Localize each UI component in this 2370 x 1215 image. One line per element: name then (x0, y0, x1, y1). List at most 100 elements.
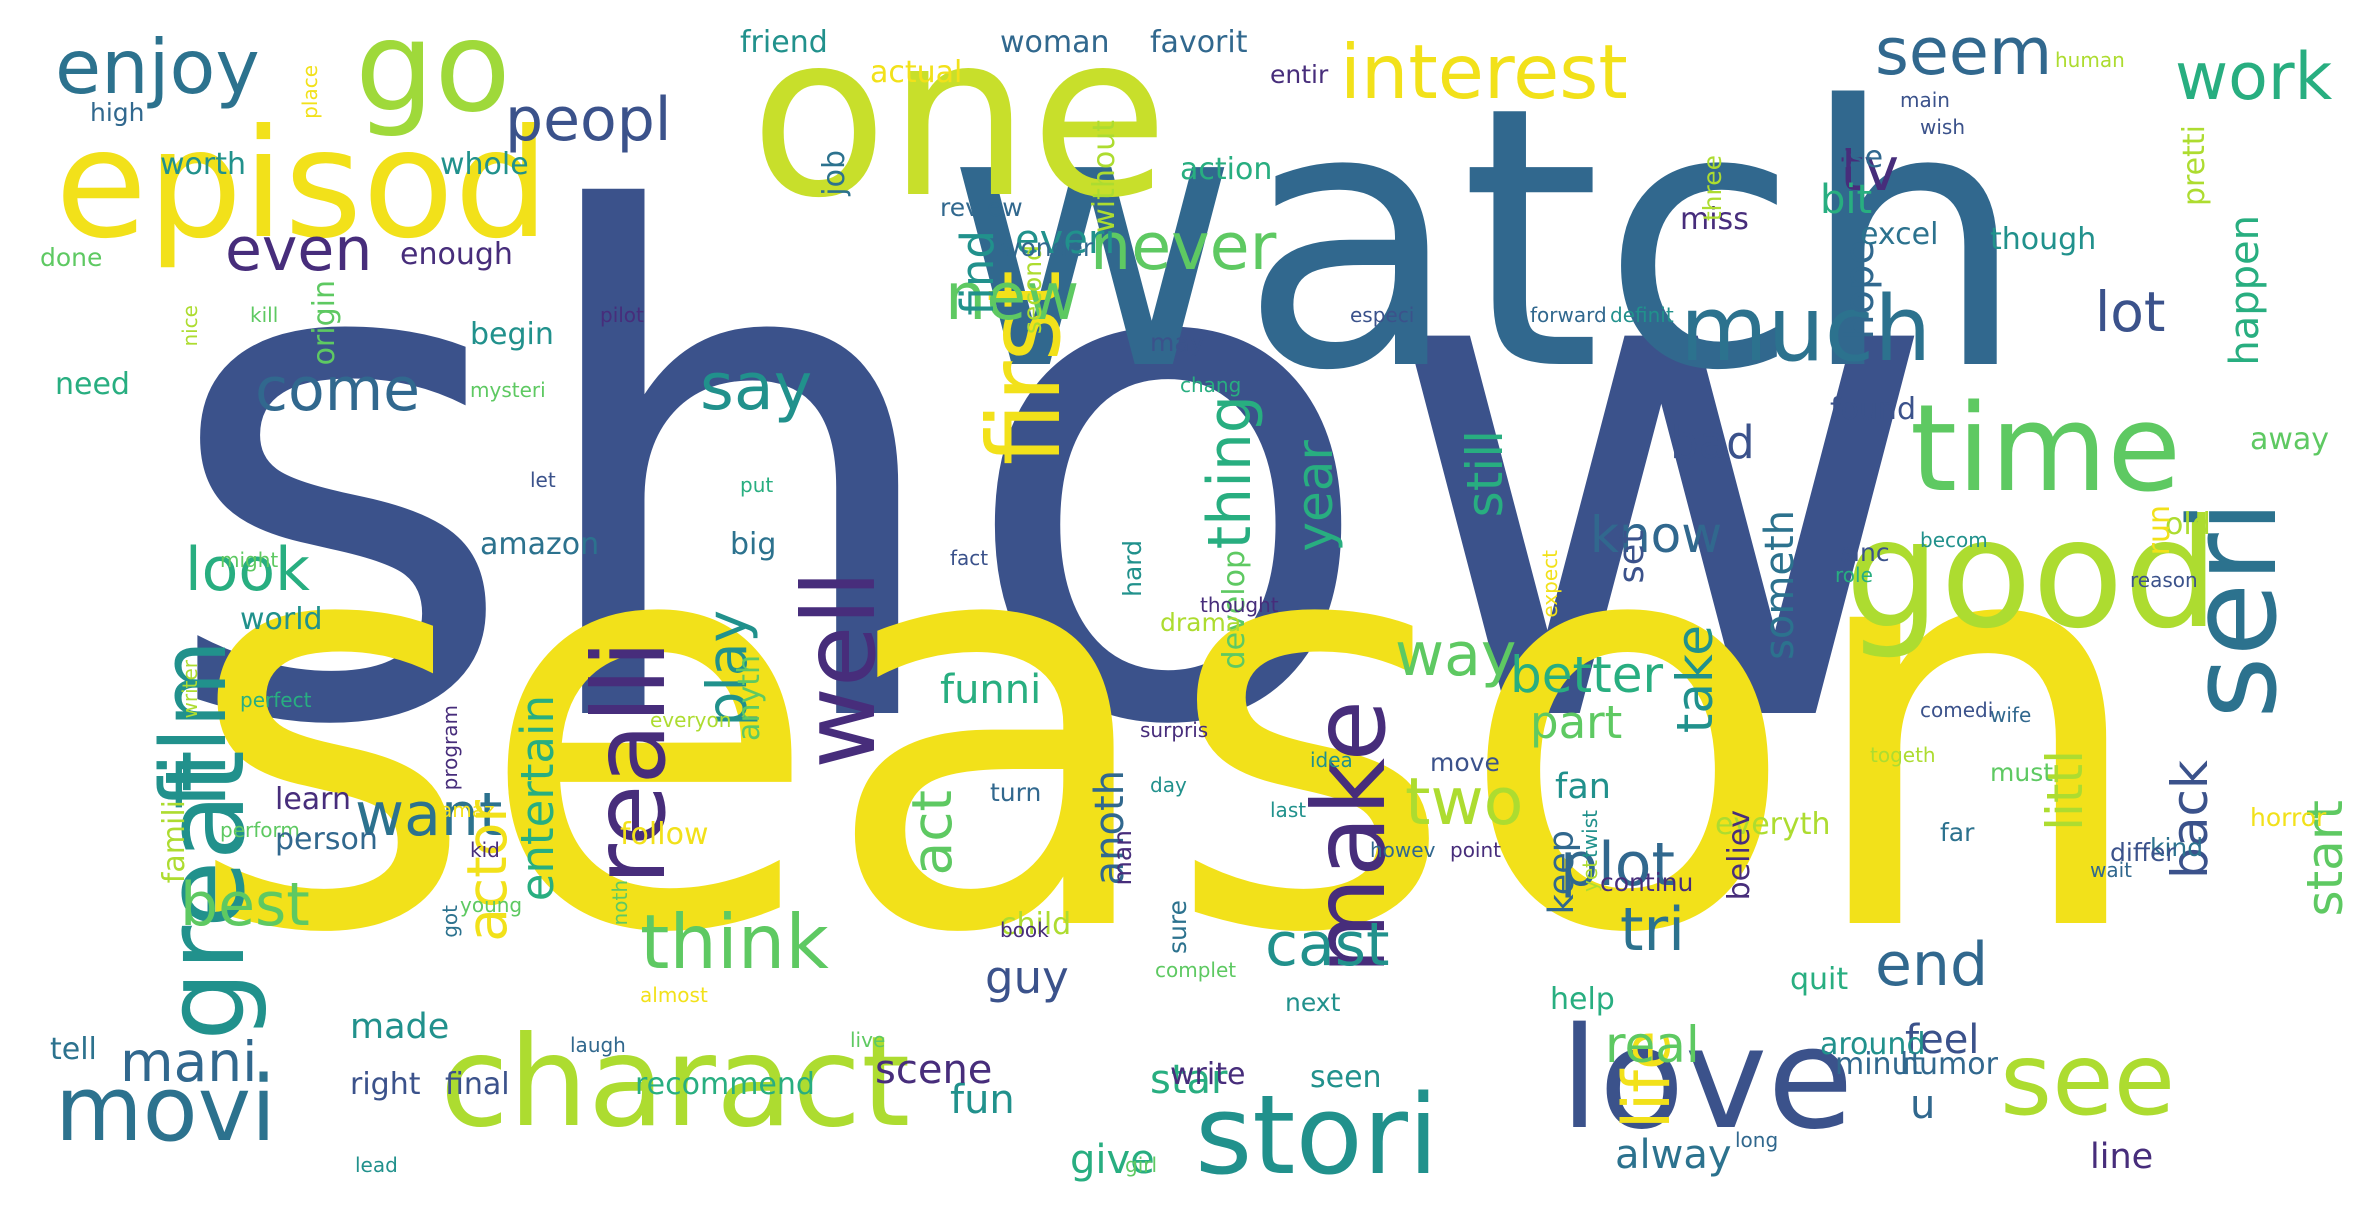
word-action: action (1180, 152, 1273, 187)
word-think: think (640, 898, 829, 986)
word-origin: origin (307, 280, 342, 366)
word-come: come (255, 355, 421, 425)
word-laugh: laugh (570, 1033, 626, 1057)
word-cast: cast (1265, 910, 1390, 980)
word-person: person (275, 822, 378, 857)
word-though: though (1990, 222, 2097, 257)
word-run: run (2142, 505, 2177, 556)
word-horror: horror (2250, 803, 2327, 832)
word-time: time (1910, 380, 2182, 519)
word-sure: sure (1163, 900, 1192, 954)
word-interest: interest (1340, 28, 1628, 116)
word-still: still (1456, 430, 1514, 518)
word-favorit: favorit (1150, 25, 1248, 60)
word-job: job (817, 150, 852, 196)
word-yet: yet (1578, 860, 1602, 892)
word-definit: definit (1610, 303, 1674, 327)
word-set: set (1612, 530, 1652, 584)
word-star: star (1150, 1057, 1228, 1103)
word-tell: tell (50, 1032, 97, 1067)
word-part: part (1530, 696, 1623, 749)
word-world: world (240, 602, 323, 637)
word-season: season (185, 404, 2154, 1056)
word-alway: alway (1615, 1132, 1732, 1178)
word-everyth: everyth (1715, 807, 1831, 842)
word-last: last (1270, 798, 1307, 822)
word-feel: feel (1905, 1017, 1980, 1063)
word-comedi: comedi (1920, 698, 1994, 722)
word-scene: scene (875, 1047, 993, 1093)
word-much: much (1680, 277, 1932, 382)
word-better: better (1510, 646, 1664, 704)
word-hope: hope (1837, 240, 1883, 340)
word-put: put (740, 473, 774, 497)
word-tri: tri (1620, 895, 1685, 965)
word-know: know (1590, 506, 1723, 564)
word-reason: reason (2130, 568, 2198, 592)
word-especi: especi (1350, 303, 1415, 327)
word-continu: continu (1600, 868, 1694, 897)
word-program: program (438, 705, 462, 791)
word-wife: wife (1990, 703, 2032, 727)
word-mysteri: mysteri (470, 378, 546, 402)
word-show: show (160, 73, 1944, 876)
word-kill: kill (250, 303, 279, 327)
word-funni: funni (940, 667, 1042, 713)
word-without: without (1087, 120, 1122, 233)
word-human: human (2055, 48, 2125, 72)
word-high: high (90, 98, 145, 127)
word-live: live (850, 1028, 886, 1052)
word-seem: seem (1875, 15, 2053, 90)
word-look: look (185, 535, 310, 605)
word-watch: watch (945, 30, 2028, 449)
word-thought: thought (1200, 593, 1279, 617)
word-far: far (1940, 818, 1975, 847)
word-miss: miss (1680, 202, 1749, 237)
word-need: need (55, 367, 130, 402)
word-enjoy: enjoy (55, 23, 260, 111)
word-two: two (1405, 765, 1524, 840)
word-man: man (1108, 830, 1137, 886)
word-act: act (900, 790, 964, 876)
word-young: young (460, 893, 523, 917)
word-becom: becom (1920, 528, 1988, 552)
word-howev: howev (1370, 838, 1436, 862)
word-pretti: pretti (2177, 125, 2212, 207)
word-give: give (1070, 1137, 1155, 1183)
word-got: got (438, 905, 462, 938)
word-one: one (750, 0, 1169, 248)
word-big: big (730, 527, 777, 562)
word-may: may (1150, 328, 1205, 357)
word-three: three (1698, 155, 1727, 222)
word-want: want (355, 780, 503, 850)
word-togeth: togeth (1870, 743, 1936, 767)
word-episod: episod (55, 98, 550, 272)
word-twist: twist (1578, 810, 1602, 859)
word-wait: wait (2090, 858, 2133, 882)
word-tv: tv (1840, 135, 1900, 205)
word-complet: complet (1155, 958, 1237, 982)
word-real: real (1605, 1016, 1700, 1074)
word-pilot: pilot (600, 303, 644, 327)
word-everi: everi (1015, 217, 1116, 263)
word-sinc: sinc (1840, 538, 1890, 567)
word-friend: friend (740, 25, 828, 60)
word-kid: kid (470, 838, 500, 862)
word-find: find (951, 230, 1004, 316)
word-book: book (1000, 918, 1049, 942)
word-day: day (1150, 773, 1187, 797)
word-entir: entir (1270, 60, 1329, 89)
word-work: work (2175, 40, 2333, 115)
word-everyon: everyon (650, 708, 732, 732)
word-use: use (1830, 140, 1884, 175)
word-noth: noth (608, 880, 632, 926)
word-anyth: anyth (732, 655, 767, 741)
word-stori: stori (1195, 1071, 1439, 1199)
word-peopl: peopl (505, 85, 672, 155)
word-begin: begin (470, 317, 554, 352)
word-take: take (1666, 625, 1724, 734)
word-minut: minut (1835, 1047, 1923, 1082)
word-believ: believ (1722, 810, 1757, 901)
word-wonder: wonder (1000, 233, 1094, 262)
word-long: long (1735, 1128, 1779, 1152)
